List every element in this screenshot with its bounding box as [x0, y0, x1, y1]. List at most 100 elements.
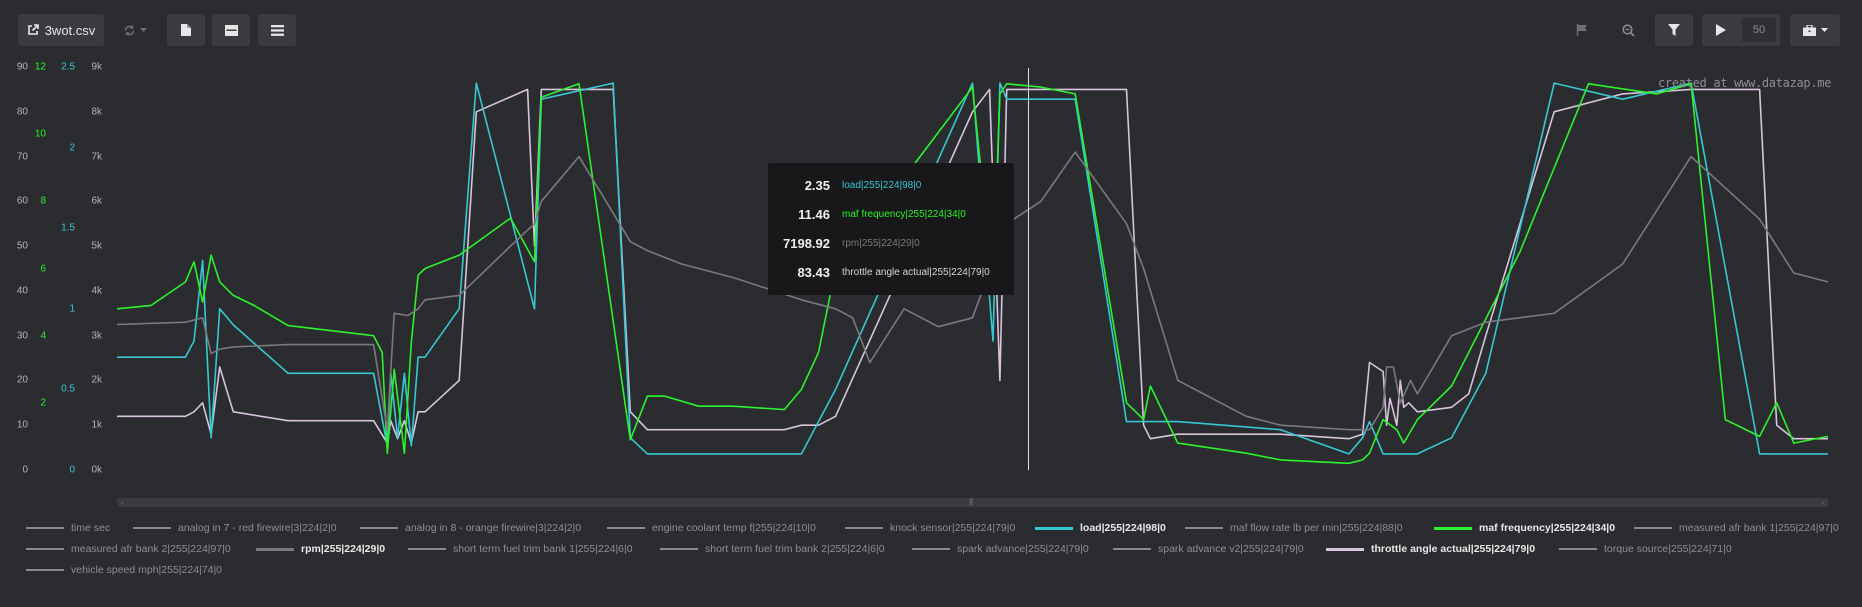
tooltip-row: 11.46 maf frequency|255|224|34|0	[768, 204, 1014, 224]
throttle-axis-tick: 50	[16, 240, 28, 252]
legend-swatch	[1326, 547, 1364, 551]
legend-item[interactable]: spark advance v2|255|224|79|0	[1113, 543, 1304, 555]
legend-swatch	[660, 548, 698, 550]
legend-label: maf flow rate lb per min|255|224|88|0	[1230, 522, 1403, 534]
scroll-left-icon[interactable]: ◂	[120, 500, 124, 507]
tooltip-label: rpm|255|224|29|0	[842, 237, 920, 249]
play-icon[interactable]	[1716, 24, 1726, 36]
load-axis: 2.5 2 1.5 1 0.5 0	[47, 58, 75, 478]
line-chart[interactable]	[0, 0, 1862, 500]
legend-item[interactable]: knock sensor|255|224|79|0	[845, 522, 1015, 534]
maf-axis-tick: 4	[40, 330, 46, 342]
load-axis-tick: 1.5	[61, 222, 75, 234]
legend-label: engine coolant temp f|255|224|10|0	[652, 522, 816, 534]
legend-label: spark advance v2|255|224|79|0	[1158, 543, 1304, 555]
maf-axis: 12 10 8 6 4 2	[18, 58, 46, 478]
refresh-button[interactable]	[117, 14, 153, 46]
rpm-axis-tick: 3k	[91, 330, 102, 342]
tooltip-row: 83.43 throttle angle actual|255|224|79|0	[768, 262, 1014, 282]
layout-button[interactable]	[212, 14, 250, 46]
rpm-axis-tick: 7k	[91, 151, 102, 163]
zoom-out-icon	[1621, 23, 1635, 37]
file-button[interactable]: 3wot.csv	[18, 14, 104, 46]
load-axis-tick: 0	[69, 464, 75, 476]
legend-item[interactable]: analog in 7 - red firewire|3|224|2|0	[133, 522, 337, 534]
play-count[interactable]: 50	[1742, 18, 1776, 42]
legend-swatch	[1559, 548, 1597, 550]
rpm-axis-tick: 4k	[91, 285, 102, 297]
legend-label: maf frequency|255|224|34|0	[1479, 522, 1616, 534]
legend-item[interactable]: time sec	[26, 522, 110, 534]
legend-swatch	[1035, 526, 1073, 530]
export-button[interactable]	[1790, 14, 1840, 46]
legend-item[interactable]: vehicle speed mph|255|224|74|0	[26, 564, 222, 576]
list-button[interactable]	[258, 14, 296, 46]
load-axis-tick: 2	[69, 142, 75, 154]
legend-item[interactable]: short term fuel trim bank 2|255|224|6|0	[660, 543, 885, 555]
throttle-axis-tick: 0	[22, 464, 28, 476]
horizontal-scrollbar[interactable]: ◂ ||| ▸	[117, 497, 1828, 507]
legend-item[interactable]: short term fuel trim bank 1|255|224|6|0	[408, 543, 633, 555]
scroll-grip-icon[interactable]: |||	[969, 497, 973, 506]
legend-item[interactable]: maf flow rate lb per min|255|224|88|0	[1185, 522, 1403, 534]
legend-item[interactable]: maf frequency|255|224|34|0	[1434, 522, 1615, 534]
series-line-rpm[interactable]	[116, 151, 1829, 431]
throttle-axis-tick: 30	[16, 330, 28, 342]
legend-item[interactable]: engine coolant temp f|255|224|10|0	[607, 522, 816, 534]
file-name: 3wot.csv	[44, 22, 96, 38]
load-axis-tick: 2.5	[61, 61, 75, 73]
play-control[interactable]: 50	[1702, 14, 1780, 46]
rpm-axis-tick: 8k	[91, 106, 102, 118]
legend-label: load|255|224|98|0	[1080, 522, 1166, 534]
legend-label: short term fuel trim bank 2|255|224|6|0	[705, 543, 885, 555]
tooltip-value: 2.35	[804, 177, 830, 193]
zoom-out-button[interactable]	[1612, 14, 1644, 46]
scroll-right-icon[interactable]: ▸	[1821, 500, 1825, 507]
throttle-axis-tick: 40	[16, 285, 28, 297]
list-icon	[270, 24, 284, 36]
legend-label: spark advance|255|224|79|0	[957, 543, 1089, 555]
flag-icon	[1576, 24, 1587, 36]
throttle-axis: 90 80 70 60 50 40 30 20 10 0	[0, 58, 28, 478]
legend-label: time sec	[71, 522, 111, 534]
filter-button[interactable]	[1655, 14, 1693, 46]
legend-swatch	[133, 527, 171, 529]
legend-label: analog in 7 - red firewire|3|224|2|0	[178, 522, 337, 534]
legend-label: measured afr bank 2|255|224|97|0	[71, 543, 231, 555]
legend-swatch	[607, 527, 645, 529]
legend-swatch	[1185, 527, 1223, 529]
legend-item[interactable]: torque source|255|224|71|0	[1559, 543, 1732, 555]
legend-label: knock sensor|255|224|79|0	[890, 522, 1016, 534]
tooltip-row: 2.35 load|255|224|98|0	[768, 175, 1014, 195]
legend-label: throttle angle actual|255|224|79|0	[1371, 543, 1536, 555]
throttle-axis-tick: 10	[16, 419, 28, 431]
legend-item[interactable]: analog in 8 - orange firewire|3|224|2|0	[360, 522, 581, 534]
chevron-down-icon	[1820, 27, 1828, 32]
briefcase-icon	[1802, 24, 1816, 36]
tooltip-row: 7198.92 rpm|255|224|29|0	[768, 233, 1014, 253]
file-icon-button[interactable]	[167, 14, 205, 46]
legend-label: analog in 8 - orange firewire|3|224|2|0	[405, 522, 582, 534]
filter-icon	[1668, 24, 1680, 36]
legend-swatch	[360, 527, 398, 529]
series-line-maf-frequency[interactable]	[116, 83, 1829, 465]
load-axis-tick: 0.5	[61, 383, 75, 395]
series-line-throttle-angle-actual[interactable]	[117, 88, 1828, 444]
throttle-axis-tick: 60	[16, 195, 28, 207]
legend-swatch	[912, 548, 950, 550]
flag-button[interactable]	[1566, 14, 1598, 46]
legend-item[interactable]: throttle angle actual|255|224|79|0	[1326, 543, 1535, 555]
rpm-axis-tick: 6k	[91, 195, 102, 207]
legend-label: torque source|255|224|71|0	[1604, 543, 1732, 555]
legend-item[interactable]: measured afr bank 2|255|224|97|0	[26, 543, 231, 555]
legend-swatch	[1434, 526, 1472, 530]
legend-item[interactable]: rpm|255|224|29|0	[256, 543, 385, 555]
legend-item[interactable]: load|255|224|98|0	[1035, 522, 1166, 534]
legend-swatch	[26, 569, 64, 571]
legend-swatch	[26, 527, 64, 529]
legend-item[interactable]: measured afr bank 1|255|224|97|0	[1634, 522, 1839, 534]
rpm-axis-tick: 5k	[91, 240, 102, 252]
throttle-axis-tick: 80	[16, 106, 28, 118]
maf-axis-tick: 2	[40, 397, 46, 409]
legend-item[interactable]: spark advance|255|224|79|0	[912, 543, 1089, 555]
